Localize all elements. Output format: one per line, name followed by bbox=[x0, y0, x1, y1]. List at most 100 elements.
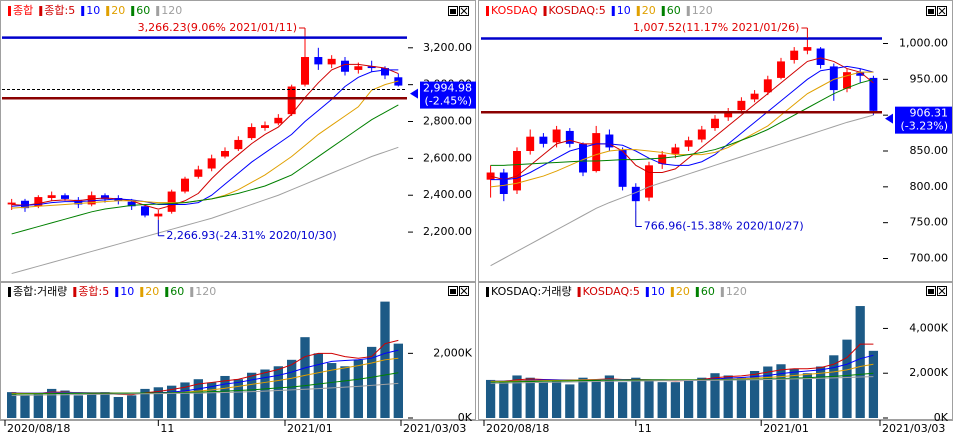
legend-swatch bbox=[131, 6, 135, 16]
volume-bar bbox=[763, 366, 773, 418]
legend-label: 120 bbox=[692, 4, 713, 17]
ma-line bbox=[490, 372, 874, 383]
volume-bar bbox=[287, 359, 297, 418]
volume-bar bbox=[153, 387, 163, 418]
restore-button[interactable] bbox=[926, 6, 936, 16]
candle-body bbox=[167, 191, 176, 212]
legend-swatch bbox=[695, 287, 699, 297]
close-button[interactable] bbox=[937, 286, 947, 296]
candle-body bbox=[565, 130, 574, 144]
annotation-label: 1,007.52(11.17% 2021/01/26) bbox=[633, 21, 799, 34]
panel-frame bbox=[0, 0, 476, 282]
ma-line bbox=[11, 63, 399, 210]
legend-swatch bbox=[645, 287, 649, 297]
legend-swatch bbox=[39, 6, 43, 16]
close-button[interactable] bbox=[459, 286, 469, 296]
close-button[interactable] bbox=[459, 6, 469, 16]
legend-swatch bbox=[661, 6, 665, 16]
restore-button[interactable] bbox=[448, 286, 458, 296]
last-value-label: 906.31 bbox=[910, 107, 949, 120]
candle-body bbox=[154, 213, 163, 217]
x-tick-label: 2021/03/03 bbox=[882, 422, 945, 435]
legend-label: 120 bbox=[161, 4, 182, 17]
panel-frame bbox=[0, 282, 476, 420]
volume-bar bbox=[113, 396, 123, 418]
ma-line bbox=[490, 376, 874, 384]
restore-glyph bbox=[928, 289, 934, 294]
candle-body bbox=[34, 197, 43, 207]
volume-bar bbox=[247, 372, 257, 418]
ma-line bbox=[490, 71, 874, 188]
legend-label: 60 bbox=[667, 4, 681, 17]
legend-swatch bbox=[190, 287, 194, 297]
volume-bar bbox=[710, 373, 720, 418]
restore-button[interactable] bbox=[448, 6, 458, 16]
legend-label: 10 bbox=[120, 285, 134, 298]
x-tick-label: 2021/01 bbox=[763, 422, 809, 435]
y-tick-label: 700.00 bbox=[910, 252, 949, 265]
ma-line bbox=[11, 382, 399, 396]
volume-bar bbox=[565, 384, 575, 418]
volume-bar bbox=[300, 337, 310, 418]
candle-body bbox=[87, 195, 96, 205]
candle-body bbox=[552, 129, 561, 143]
candle-body bbox=[101, 195, 109, 199]
candle-body bbox=[61, 195, 69, 199]
candle-body bbox=[341, 60, 349, 72]
volume-bar bbox=[353, 359, 363, 418]
plot-area bbox=[486, 38, 878, 267]
legend-swatch bbox=[73, 287, 77, 297]
legend-label: 종합:5 bbox=[78, 285, 109, 298]
y-tick-label: 2,400.00 bbox=[423, 188, 472, 201]
volume-bar bbox=[20, 395, 30, 418]
volume-bar bbox=[855, 306, 865, 418]
legend-label: KOSDAQ:5 bbox=[583, 285, 640, 298]
candle-body bbox=[301, 57, 309, 85]
candle-body bbox=[803, 47, 812, 51]
volume-bar bbox=[749, 370, 760, 418]
volume-bar bbox=[802, 373, 813, 418]
legend-swatch bbox=[8, 6, 11, 16]
volume-bar bbox=[100, 392, 110, 418]
legend-label: 60 bbox=[170, 285, 184, 298]
window-buttons bbox=[448, 6, 947, 296]
legend-swatch bbox=[611, 6, 615, 16]
volume-bar bbox=[367, 346, 377, 418]
legend-label: KOSDAQ:5 bbox=[549, 4, 606, 17]
volume-bar bbox=[499, 382, 509, 418]
candle-body bbox=[790, 50, 799, 60]
legend-swatch bbox=[81, 6, 85, 16]
volume-bar bbox=[127, 395, 137, 418]
volume-bar bbox=[551, 379, 562, 418]
legend-label: 20 bbox=[111, 4, 125, 17]
last-value-marker bbox=[885, 113, 893, 124]
volume-bar bbox=[327, 363, 337, 418]
candle-body bbox=[21, 200, 29, 209]
legend-label: 10 bbox=[617, 4, 631, 17]
volume-bar bbox=[180, 382, 190, 418]
legend-label: 종합:5 bbox=[44, 4, 75, 17]
plot-area bbox=[7, 35, 403, 275]
ma-line bbox=[11, 104, 399, 235]
annotation-label: 2,266.93(-24.31% 2020/10/30) bbox=[166, 229, 336, 242]
legend-label: 종합:거래량 bbox=[13, 285, 67, 298]
volume-bar bbox=[273, 366, 283, 418]
y-tick-label: 0K bbox=[934, 411, 949, 424]
candle-body bbox=[579, 143, 587, 173]
volume-bar bbox=[220, 375, 230, 418]
candle-body bbox=[354, 66, 363, 70]
restore-button[interactable] bbox=[926, 286, 936, 296]
ma-line bbox=[11, 146, 399, 275]
candle-body bbox=[141, 206, 149, 216]
volume-bar bbox=[829, 355, 839, 418]
legend-label: 120 bbox=[195, 285, 216, 298]
candle-body bbox=[618, 149, 627, 187]
candle-body bbox=[816, 48, 825, 65]
legend-swatch bbox=[486, 287, 489, 297]
y-tick-label: 0K bbox=[458, 411, 473, 424]
volume-bar bbox=[670, 382, 681, 418]
candle-body bbox=[513, 151, 521, 191]
candle-body bbox=[234, 139, 243, 150]
close-button[interactable] bbox=[937, 6, 947, 16]
restore-glyph bbox=[450, 9, 456, 14]
